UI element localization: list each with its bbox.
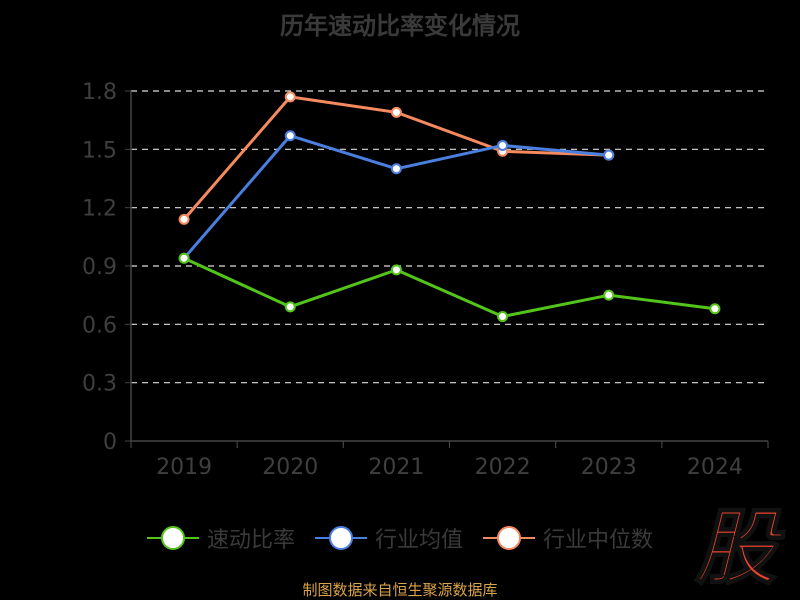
- series-line: [182, 256, 717, 319]
- legend-label: 速动比率: [206, 528, 295, 553]
- y-tick-label: 0.9: [82, 255, 117, 280]
- legend-item[interactable]: 速动比率: [146, 522, 295, 554]
- y-tick-label: 1.2: [82, 197, 117, 222]
- x-tick-label: 2019: [156, 455, 212, 480]
- y-tick-label: 0.6: [82, 313, 117, 338]
- legend-swatch: [483, 525, 535, 551]
- svg-text:股: 股: [694, 501, 785, 590]
- legend-swatch: [146, 525, 199, 551]
- x-tick-label: 2021: [368, 455, 424, 480]
- brand-logo: 股: [693, 500, 786, 590]
- chart-title: 历年速动比率变化情况: [280, 12, 520, 40]
- series-lines: [178, 91, 721, 323]
- y-tick-label: 0.3: [82, 372, 117, 397]
- legend-swatch: [314, 525, 367, 551]
- source-note: 制图数据来自恒生聚源数据库: [302, 581, 498, 599]
- data-point[interactable]: [497, 139, 509, 151]
- data-point[interactable]: [178, 213, 190, 225]
- legend-label: 行业中位数: [543, 528, 654, 553]
- data-point[interactable]: [603, 289, 615, 301]
- x-tick-label: 2024: [687, 455, 743, 480]
- x-tick-label: 2023: [581, 455, 637, 480]
- legend: 速动比率 行业均值 行业中位数: [0, 520, 800, 556]
- x-tick-label: 2022: [475, 455, 531, 480]
- y-tick-label: 0: [103, 430, 117, 455]
- data-point[interactable]: [284, 130, 296, 142]
- legend-label: 行业均值: [374, 528, 463, 553]
- data-point[interactable]: [284, 301, 296, 313]
- data-point[interactable]: [284, 91, 296, 103]
- grid-lines: [131, 90, 768, 384]
- data-point[interactable]: [603, 149, 615, 161]
- data-point[interactable]: [390, 163, 402, 175]
- data-point[interactable]: [178, 252, 190, 264]
- data-point[interactable]: [709, 303, 721, 315]
- axes: 0 0.3 0.6 0.9 1.2 1.5 1.8 2019 2020 2021 2022 2023 2…: [82, 80, 769, 480]
- legend-item[interactable]: 行业均值: [314, 522, 463, 554]
- legend-item[interactable]: 行业中位数: [483, 522, 653, 554]
- data-point[interactable]: [497, 311, 509, 323]
- data-point[interactable]: [390, 264, 402, 276]
- y-tick-label: 1.5: [82, 138, 117, 163]
- data-point[interactable]: [390, 106, 402, 118]
- y-tick-label: 1.8: [82, 80, 117, 105]
- x-tick-label: 2020: [262, 455, 318, 480]
